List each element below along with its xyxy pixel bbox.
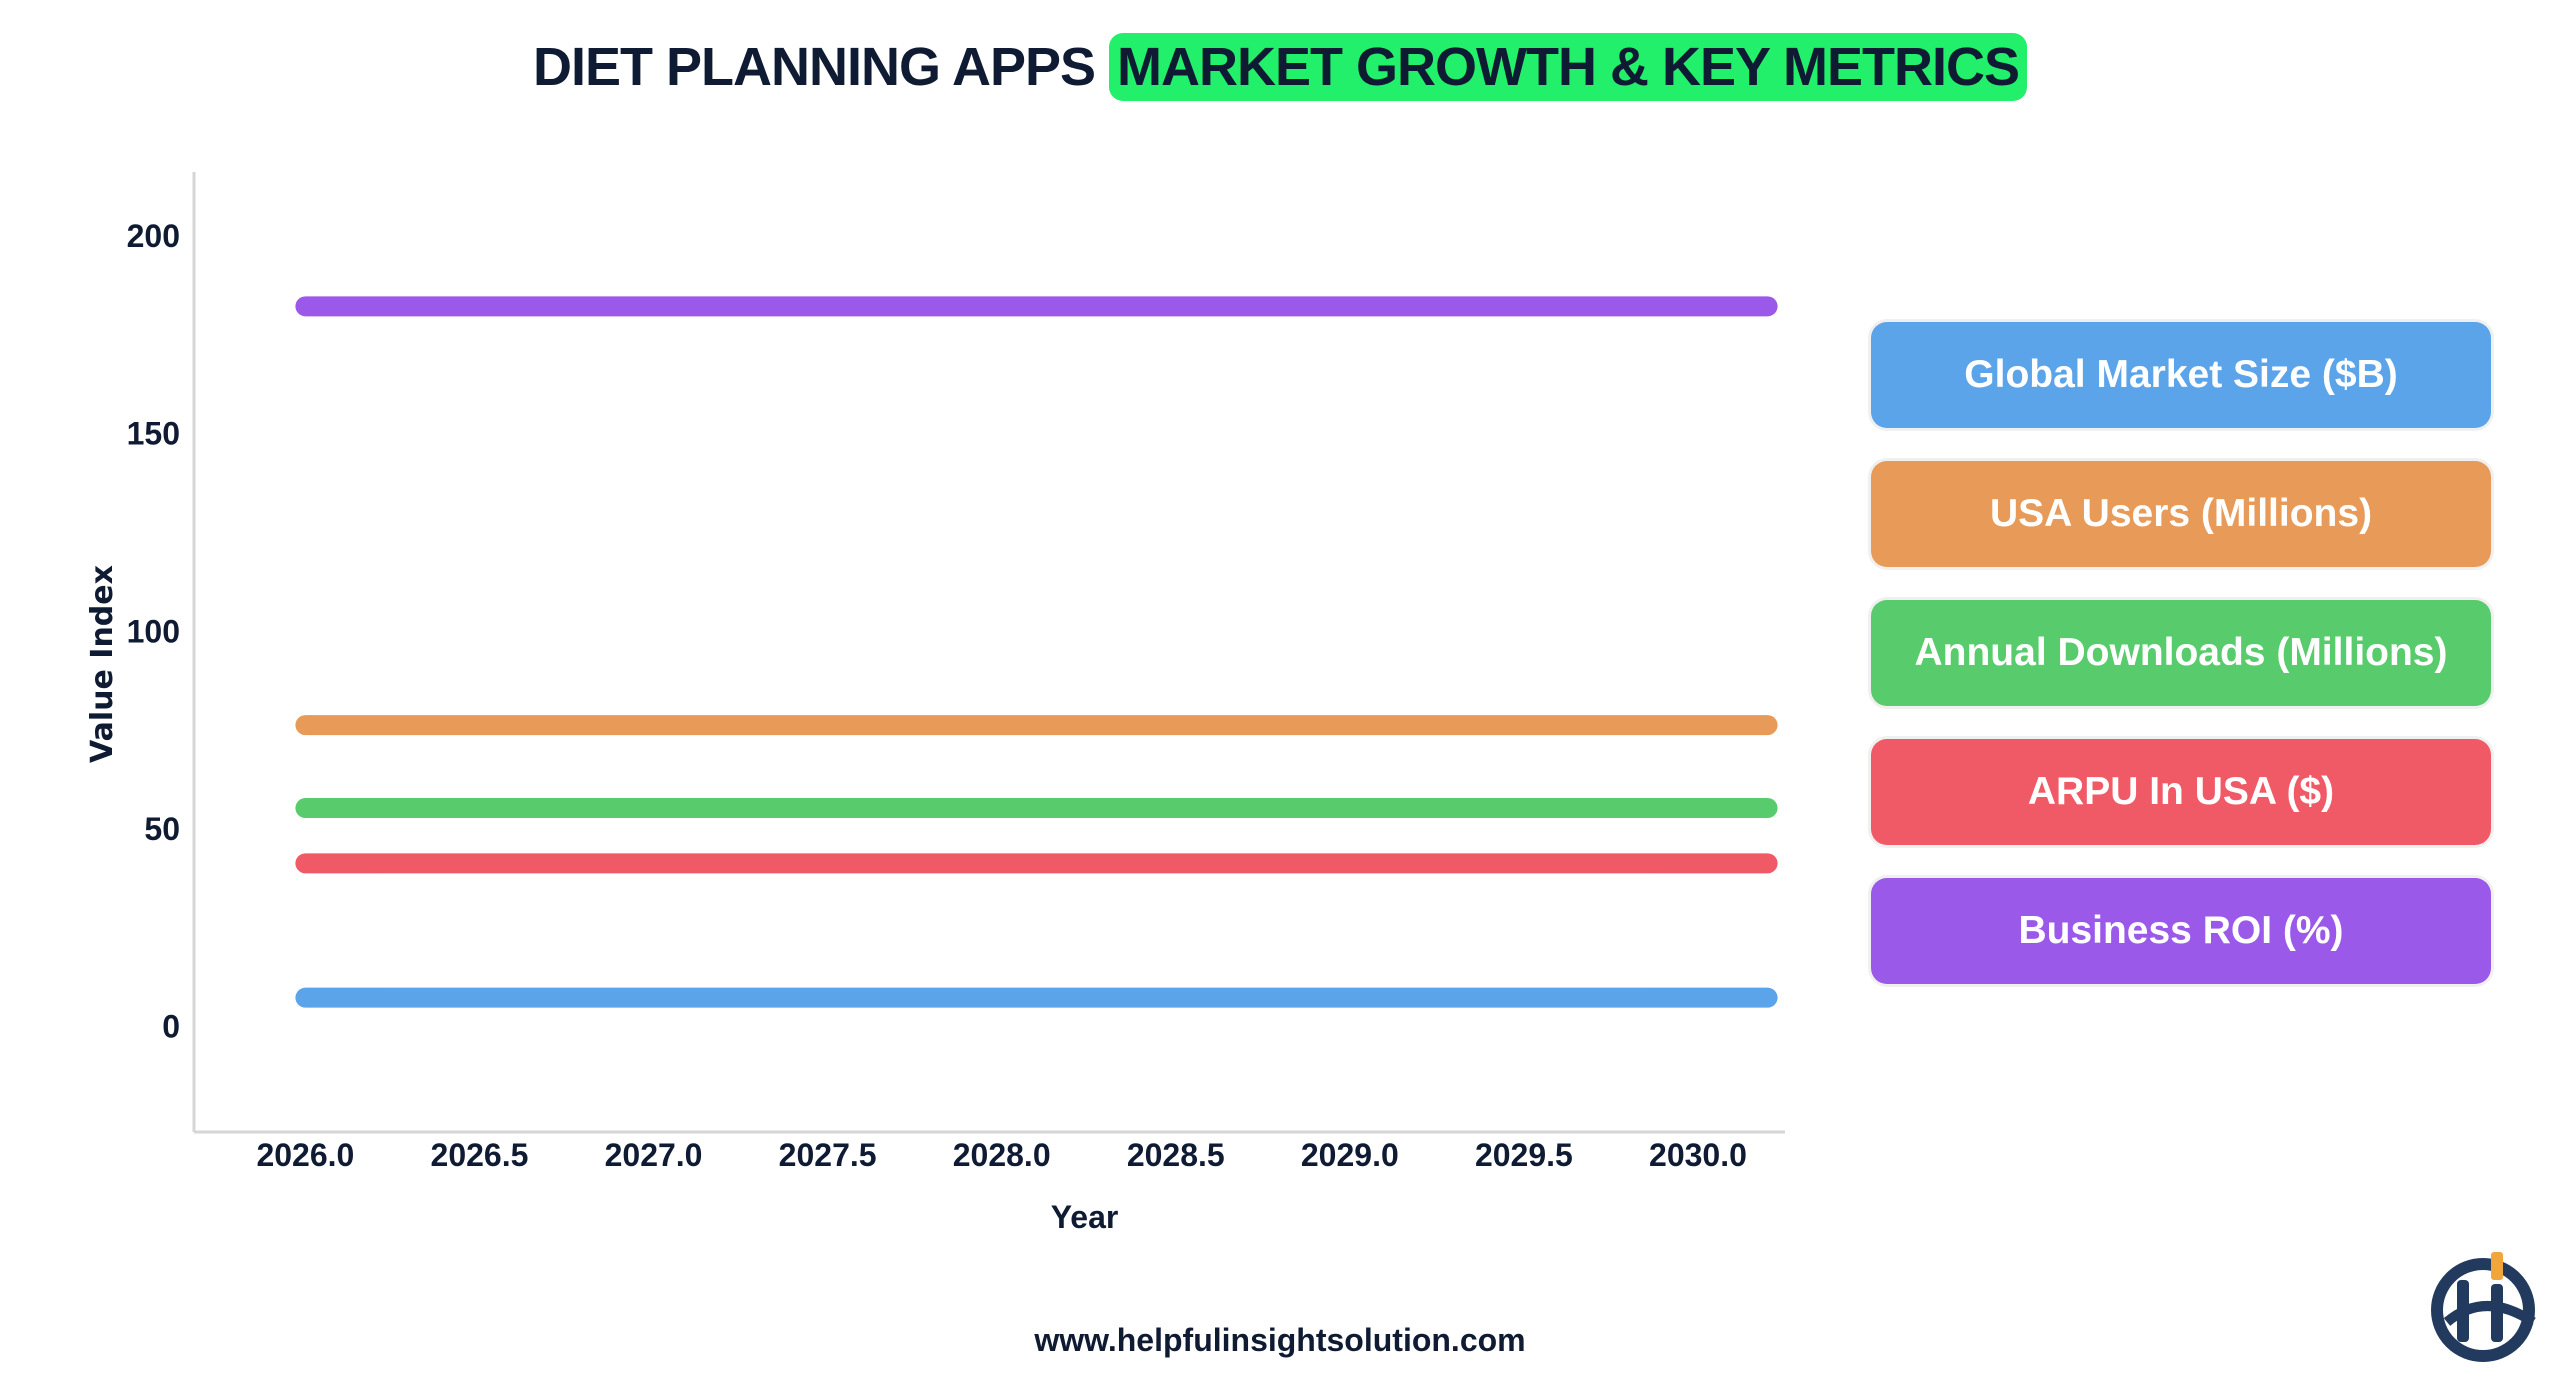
- y-tick-label: 100: [127, 613, 180, 649]
- x-tick-label: 2027.0: [605, 1137, 703, 1173]
- chart-title: DIET PLANNING APPS MARKET GROWTH & KEY M…: [0, 33, 2560, 101]
- x-tick-label: 2028.0: [953, 1137, 1051, 1173]
- x-tick-label: 2030.0: [1649, 1137, 1747, 1173]
- legend-item[interactable]: ARPU In USA ($): [1871, 739, 2491, 845]
- legend-item[interactable]: USA Users (Millions): [1871, 461, 2491, 567]
- footer-url[interactable]: www.helpfulinsightsolution.com: [1034, 1322, 1526, 1358]
- x-tick-label: 2029.5: [1475, 1137, 1573, 1173]
- x-tick-label: 2028.5: [1127, 1137, 1225, 1173]
- legend: Global Market Size ($B) USA Users (Millio…: [1871, 322, 2491, 1017]
- y-tick-label: 200: [127, 218, 180, 254]
- title-part1: DIET PLANNING APPS: [532, 37, 1096, 97]
- y-axis-label: Value Index: [85, 565, 120, 763]
- x-axis-label: Year: [1051, 1199, 1119, 1235]
- legend-item[interactable]: Annual Downloads (Millions): [1871, 600, 2491, 706]
- x-tick-label: 2026.0: [256, 1137, 354, 1173]
- y-tick-label: 0: [162, 1008, 180, 1044]
- title-highlight: MARKET GROWTH & KEY METRICS: [1109, 33, 2028, 101]
- legend-item[interactable]: Global Market Size ($B): [1871, 322, 2491, 428]
- y-tick-label: 50: [144, 811, 180, 847]
- y-tick-label: 150: [127, 416, 180, 452]
- x-tick-label: 2029.0: [1301, 1137, 1399, 1173]
- x-tick-label: 2026.5: [431, 1137, 529, 1173]
- helpful-insight-logo: [2431, 1252, 2536, 1362]
- legend-item[interactable]: Business ROI (%): [1871, 878, 2491, 984]
- x-tick-label: 2027.5: [779, 1137, 877, 1173]
